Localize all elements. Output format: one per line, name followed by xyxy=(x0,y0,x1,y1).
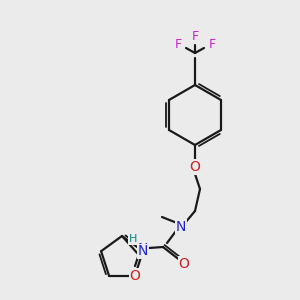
Text: H: H xyxy=(129,234,137,244)
Text: O: O xyxy=(130,269,140,283)
Text: N: N xyxy=(138,242,148,256)
Text: F: F xyxy=(174,38,182,50)
Text: N: N xyxy=(176,220,186,234)
Text: O: O xyxy=(178,257,189,271)
Text: F: F xyxy=(191,31,199,44)
Text: N: N xyxy=(138,244,148,258)
Text: F: F xyxy=(208,38,216,50)
Text: O: O xyxy=(190,160,200,174)
